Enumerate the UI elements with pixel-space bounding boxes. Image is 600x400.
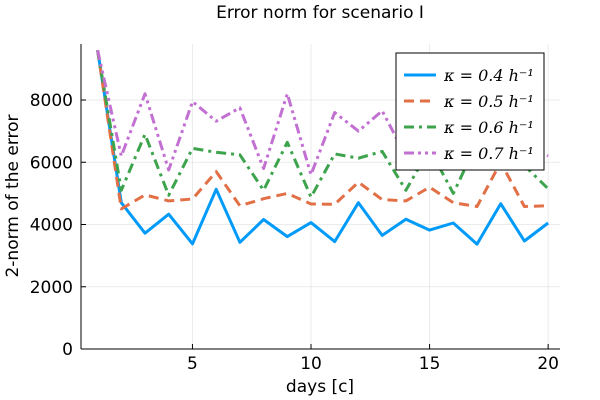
- x-axis-label: days [c]: [286, 377, 354, 397]
- y-tick-label: 0: [62, 340, 73, 360]
- y-tick-label: 4000: [30, 216, 73, 236]
- legend-label-4: κ = 0.7 h⁻¹: [443, 144, 534, 163]
- x-tick-label: 20: [537, 354, 559, 374]
- axes: [80, 44, 560, 350]
- chart-title: Error norm for scenario I: [216, 3, 424, 23]
- y-tick-label: 8000: [30, 91, 73, 111]
- legend: κ = 0.4 h⁻¹ κ = 0.5 h⁻¹ κ = 0.6 h⁻¹ κ = 0.7…: [395, 52, 545, 171]
- series-line-2: [96, 49, 549, 211]
- x-tick-label: 15: [419, 354, 441, 374]
- x-tick-label: 10: [300, 354, 322, 374]
- series-line-1: [96, 49, 550, 246]
- y-tick-label: 2000: [30, 278, 73, 298]
- legend-label-2: κ = 0.5 h⁻¹: [443, 92, 534, 111]
- x-tick-label: 5: [187, 354, 198, 374]
- y-tick-label: 6000: [30, 153, 73, 173]
- legend-label-1: κ = 0.4 h⁻¹: [443, 66, 534, 85]
- tick-labels: 5 10 15 20 0 2000 4000 6000 8000: [30, 91, 559, 374]
- legend-box: [395, 52, 545, 171]
- y-axis-label: 2-norm of the error: [3, 114, 23, 277]
- legend-label-3: κ = 0.6 h⁻¹: [443, 118, 534, 137]
